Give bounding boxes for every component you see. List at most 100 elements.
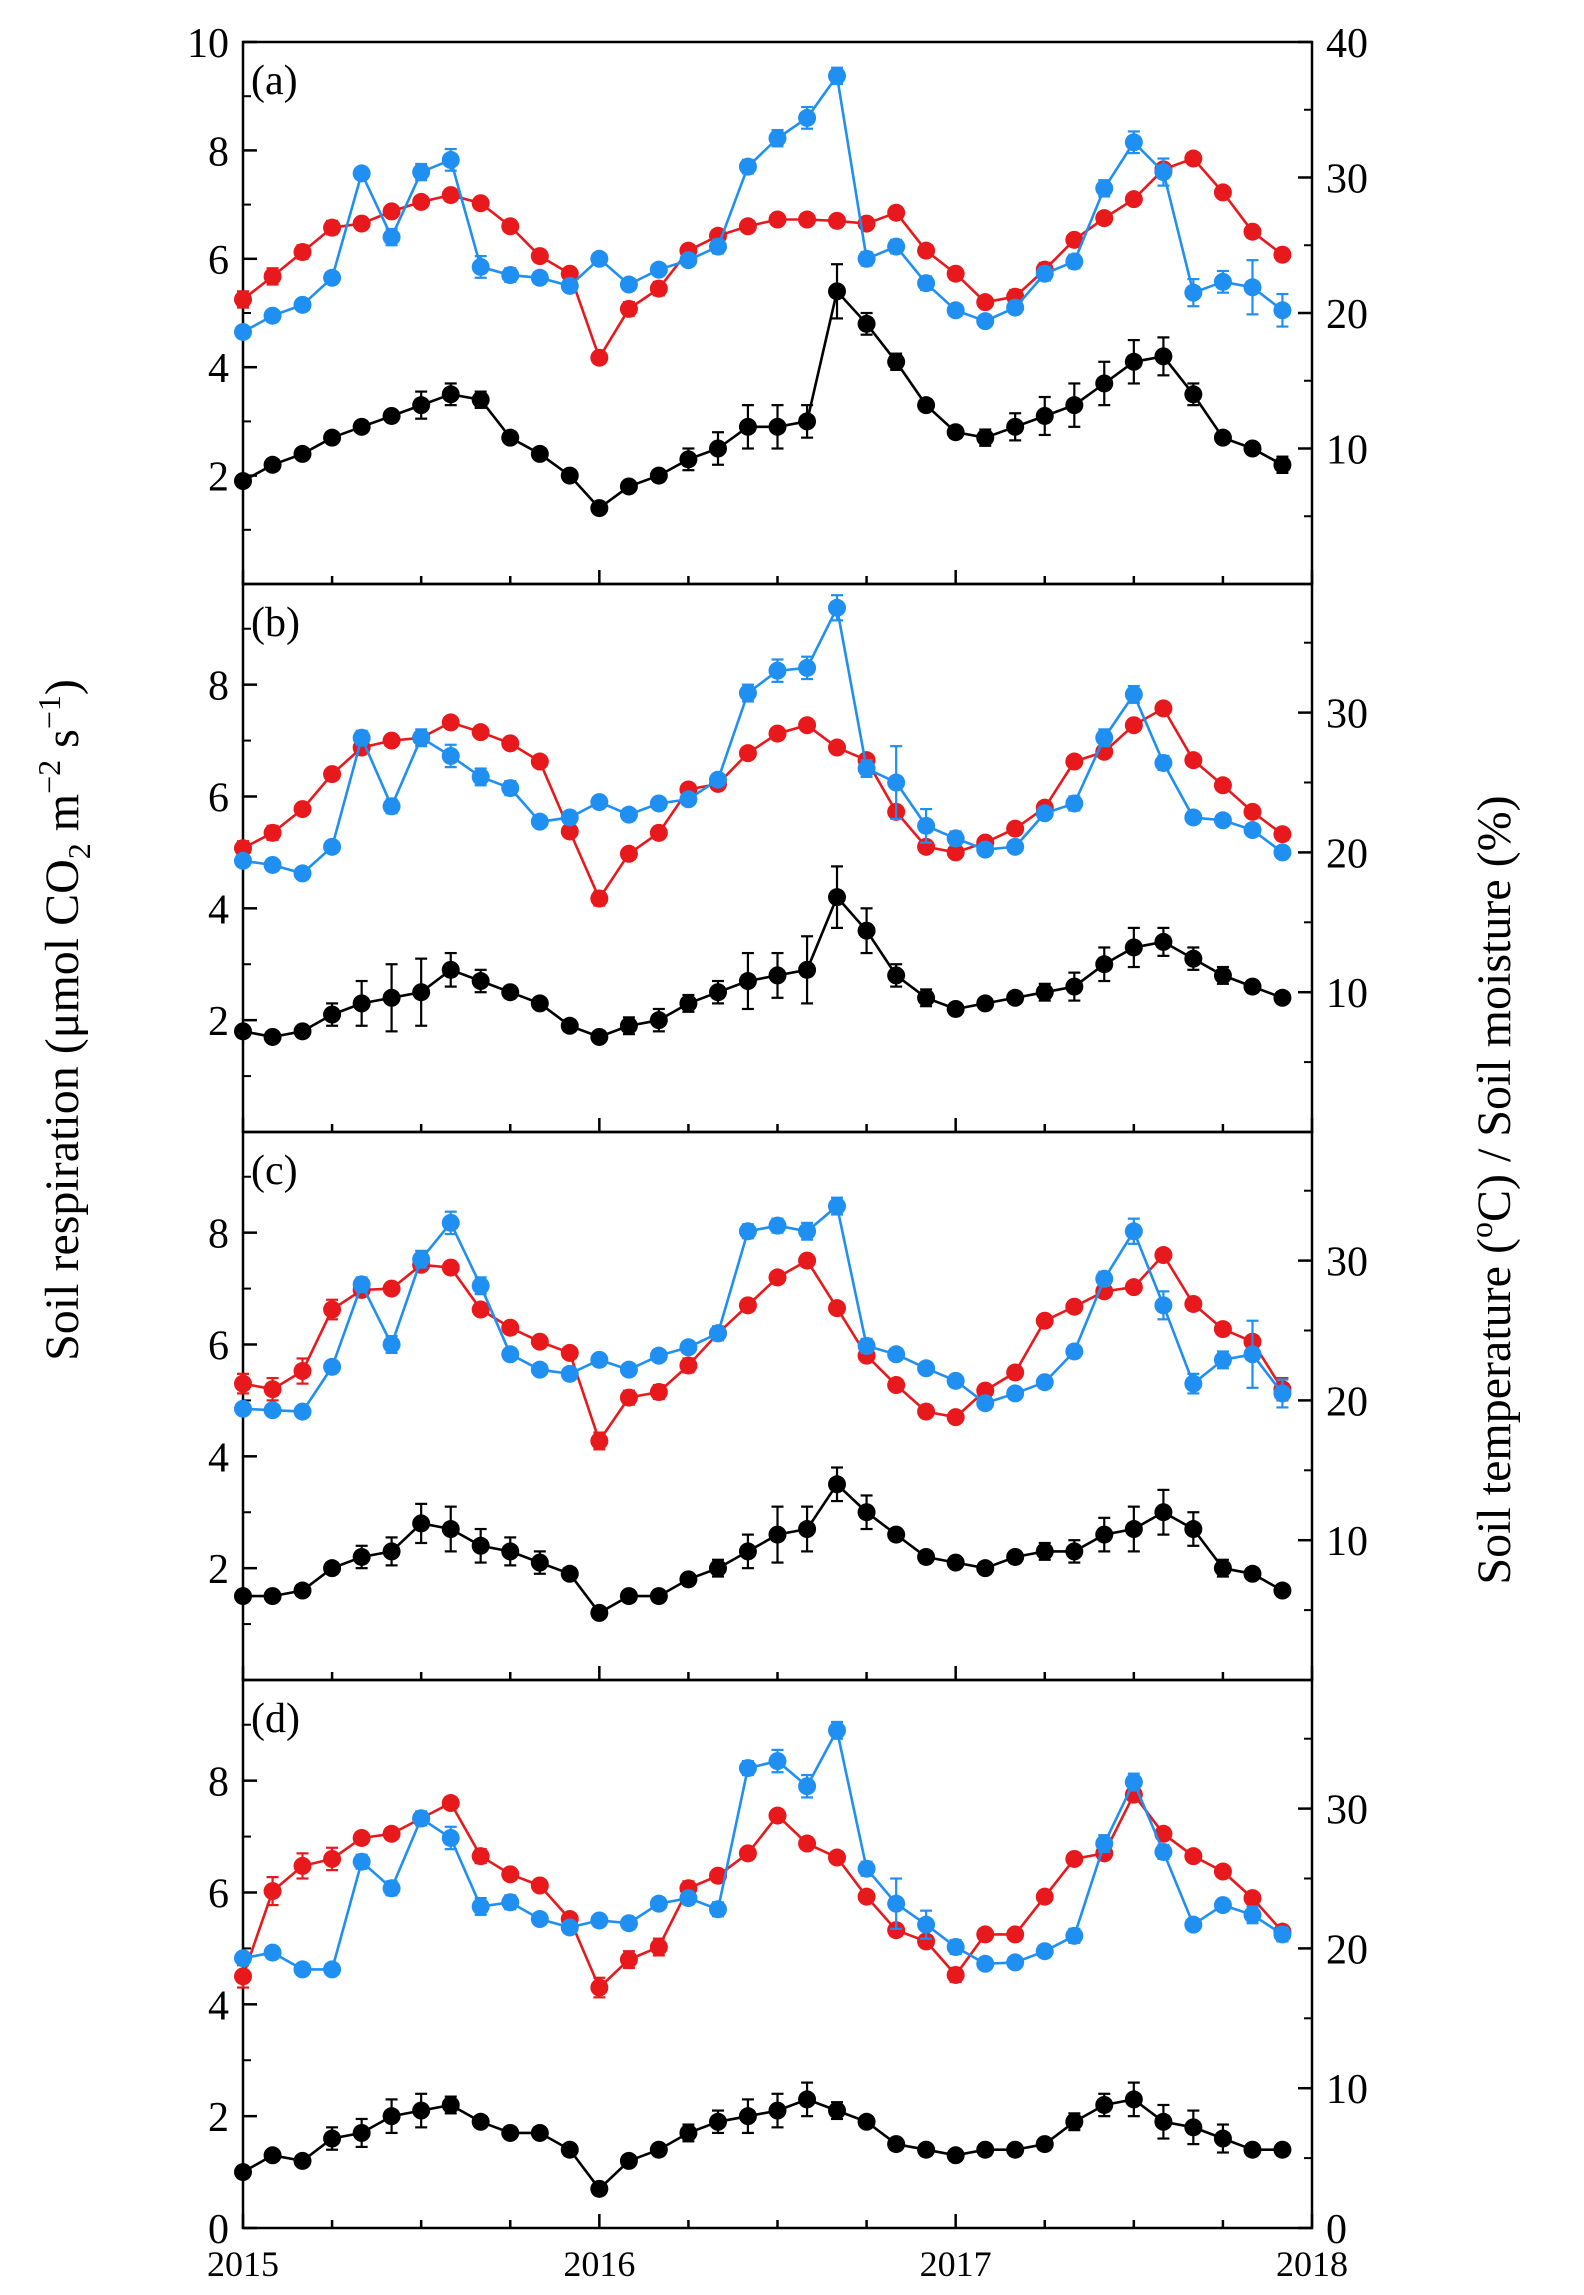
data-point [590, 1350, 609, 1369]
data-point [471, 972, 490, 991]
data-point [917, 274, 936, 293]
data-point [738, 2107, 757, 2126]
data-point [293, 1402, 312, 1421]
panel-label: (d) [251, 1696, 300, 1742]
data-point [1273, 988, 1292, 1007]
x-tick-label: 2017 [920, 2244, 992, 2284]
data-point [441, 150, 460, 169]
panel-label: (a) [251, 58, 298, 104]
data-point [590, 1911, 609, 1930]
left-tick-label: 6 [208, 775, 229, 821]
data-point [1154, 1503, 1173, 1522]
data-point [471, 2112, 490, 2131]
data-point [1095, 179, 1114, 198]
left-tick-label: 2 [208, 2095, 229, 2141]
data-point [323, 2129, 342, 2148]
panel-label: (b) [251, 600, 300, 646]
data-point [649, 794, 668, 813]
data-point [828, 1299, 847, 1318]
data-point [679, 994, 698, 1013]
data-point [828, 2101, 847, 2120]
data-point [946, 2146, 965, 2165]
data-point [1124, 1773, 1143, 1792]
data-point [619, 805, 638, 824]
left-tick-label: 8 [208, 1760, 229, 1806]
data-point [234, 1399, 252, 1418]
data-point [857, 1503, 876, 1522]
data-point [649, 260, 668, 279]
right-tick-label: 10 [1326, 428, 1368, 474]
data-point [352, 1852, 371, 1871]
data-point [1184, 385, 1203, 404]
data-point [412, 1514, 431, 1533]
data-point [234, 851, 252, 870]
data-point [828, 1721, 847, 1740]
left-tick-label: 4 [208, 887, 229, 933]
data-point [1035, 1373, 1054, 1392]
data-point [1035, 1542, 1054, 1561]
data-point [1273, 825, 1292, 844]
data-point [946, 1371, 965, 1390]
data-point [828, 1197, 847, 1216]
data-point [917, 2140, 936, 2159]
series-soil-moisture [234, 1720, 1292, 1979]
data-point [946, 264, 965, 283]
data-point [857, 1887, 876, 1906]
data-point [1184, 2118, 1203, 2137]
data-point [471, 1276, 490, 1295]
right-tick-label: 30 [1326, 1240, 1368, 1286]
data-point [976, 1559, 995, 1578]
data-point [530, 752, 549, 771]
data-point [619, 477, 638, 496]
data-point [738, 972, 757, 991]
data-point [1124, 685, 1143, 704]
data-point [1006, 819, 1025, 838]
data-point [352, 1547, 371, 1566]
data-point [293, 864, 312, 883]
data-point [708, 983, 727, 1002]
data-point [1213, 183, 1232, 202]
data-point [382, 1879, 401, 1898]
data-point [738, 157, 757, 176]
data-point [1213, 2129, 1232, 2148]
data-point [471, 1897, 490, 1916]
data-point [590, 1978, 609, 1997]
data-point [798, 658, 817, 677]
data-point [887, 1921, 906, 1940]
data-point [1243, 439, 1262, 458]
data-point [501, 1345, 520, 1364]
data-point [263, 823, 282, 842]
data-point [263, 1882, 282, 1901]
data-point [1035, 2135, 1054, 2154]
data-point [649, 1383, 668, 1402]
data-point [234, 290, 252, 309]
data-point [738, 217, 757, 236]
data-point [619, 1950, 638, 1969]
data-point [976, 293, 995, 312]
series-soil-temperature [234, 149, 1292, 367]
data-point [1095, 2095, 1114, 2114]
data-point [382, 228, 401, 247]
panel-c: 2 4 6 8 10 20 30 (c) [208, 1130, 1368, 1682]
data-point [530, 994, 549, 1013]
data-point [768, 966, 787, 985]
x-axis-labels: 2015 2016 2017 2018 [207, 2244, 1348, 2284]
data-point [1243, 2140, 1262, 2159]
data-point [1213, 1350, 1232, 1369]
left-tick-label: 2 [208, 999, 229, 1045]
data-point [1273, 1581, 1292, 1600]
data-point [501, 266, 520, 285]
right-tick-label: 30 [1326, 157, 1368, 203]
data-point [234, 322, 252, 341]
data-point [234, 839, 252, 858]
data-point [708, 1324, 727, 1343]
data-point [976, 994, 995, 1013]
data-point [501, 779, 520, 798]
right-tick-label: 30 [1326, 692, 1368, 738]
data-point [1184, 1915, 1203, 1934]
data-point [1006, 988, 1025, 1007]
data-point [293, 243, 312, 262]
data-point [530, 2123, 549, 2142]
right-tick-label: 20 [1326, 292, 1368, 338]
data-point [917, 1359, 936, 1378]
